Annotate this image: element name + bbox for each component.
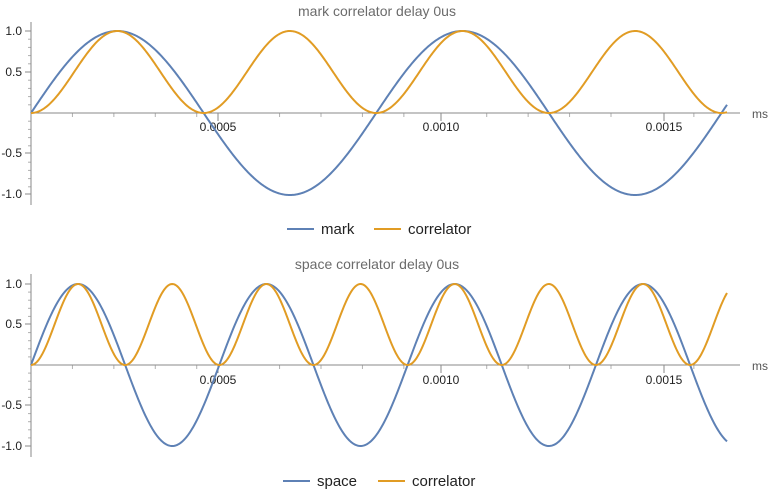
chart-1-y-tick-label: -0.5 [1, 146, 22, 160]
chart-1-x-unit: ms [752, 107, 768, 121]
chart-2-title: space correlator delay 0us [295, 256, 459, 272]
chart-2-legend-label-correlator: correlator [412, 473, 475, 490]
chart-2-x-tick-label: 0.0005 [200, 373, 237, 387]
chart-1-y-tick-label: 1.0 [5, 24, 22, 38]
chart-1: mark correlator delay 0us ms 0.0005 0.00… [1, 3, 768, 238]
chart-2-y-tick-label: 1.0 [5, 277, 22, 291]
chart-2-y-tick-label: -0.5 [1, 398, 22, 412]
chart-1-legend-label-mark: mark [321, 221, 355, 238]
chart-2-minor-ticks [28, 291, 695, 439]
chart-1-legend-label-correlator: correlator [408, 221, 471, 238]
chart-2-y-tick-label: 0.5 [5, 317, 22, 331]
chart-1-series-mark-line [30, 29, 728, 197]
chart-2-x-tick-label: 0.0015 [646, 373, 683, 387]
chart-2-series-space-line [30, 282, 728, 448]
chart-1-x-tick-label: 0.0010 [423, 120, 460, 134]
chart-1-series-correlator-line [30, 29, 728, 115]
chart-1-y-tick-label: 0.5 [5, 65, 22, 79]
chart-2-x-tick-label: 0.0010 [423, 373, 460, 387]
chart-2-legend: space correlator [283, 473, 475, 490]
chart-2: space correlator delay 0us ms 0.0005 0.0… [1, 256, 768, 490]
chart-1-x-tick-label: 0.0015 [646, 120, 683, 134]
chart-1-legend: mark correlator [287, 221, 471, 238]
chart-2-legend-label-space: space [317, 473, 357, 490]
chart-2-y-tick-label: -1.0 [1, 439, 22, 453]
chart-2-x-unit: ms [752, 359, 768, 373]
chart-2-series-correlator-line [30, 282, 728, 367]
chart-1-x-tick-label: 0.0005 [200, 120, 237, 134]
chart-1-title: mark correlator delay 0us [298, 3, 456, 19]
chart-1-y-tick-label: -1.0 [1, 187, 22, 201]
